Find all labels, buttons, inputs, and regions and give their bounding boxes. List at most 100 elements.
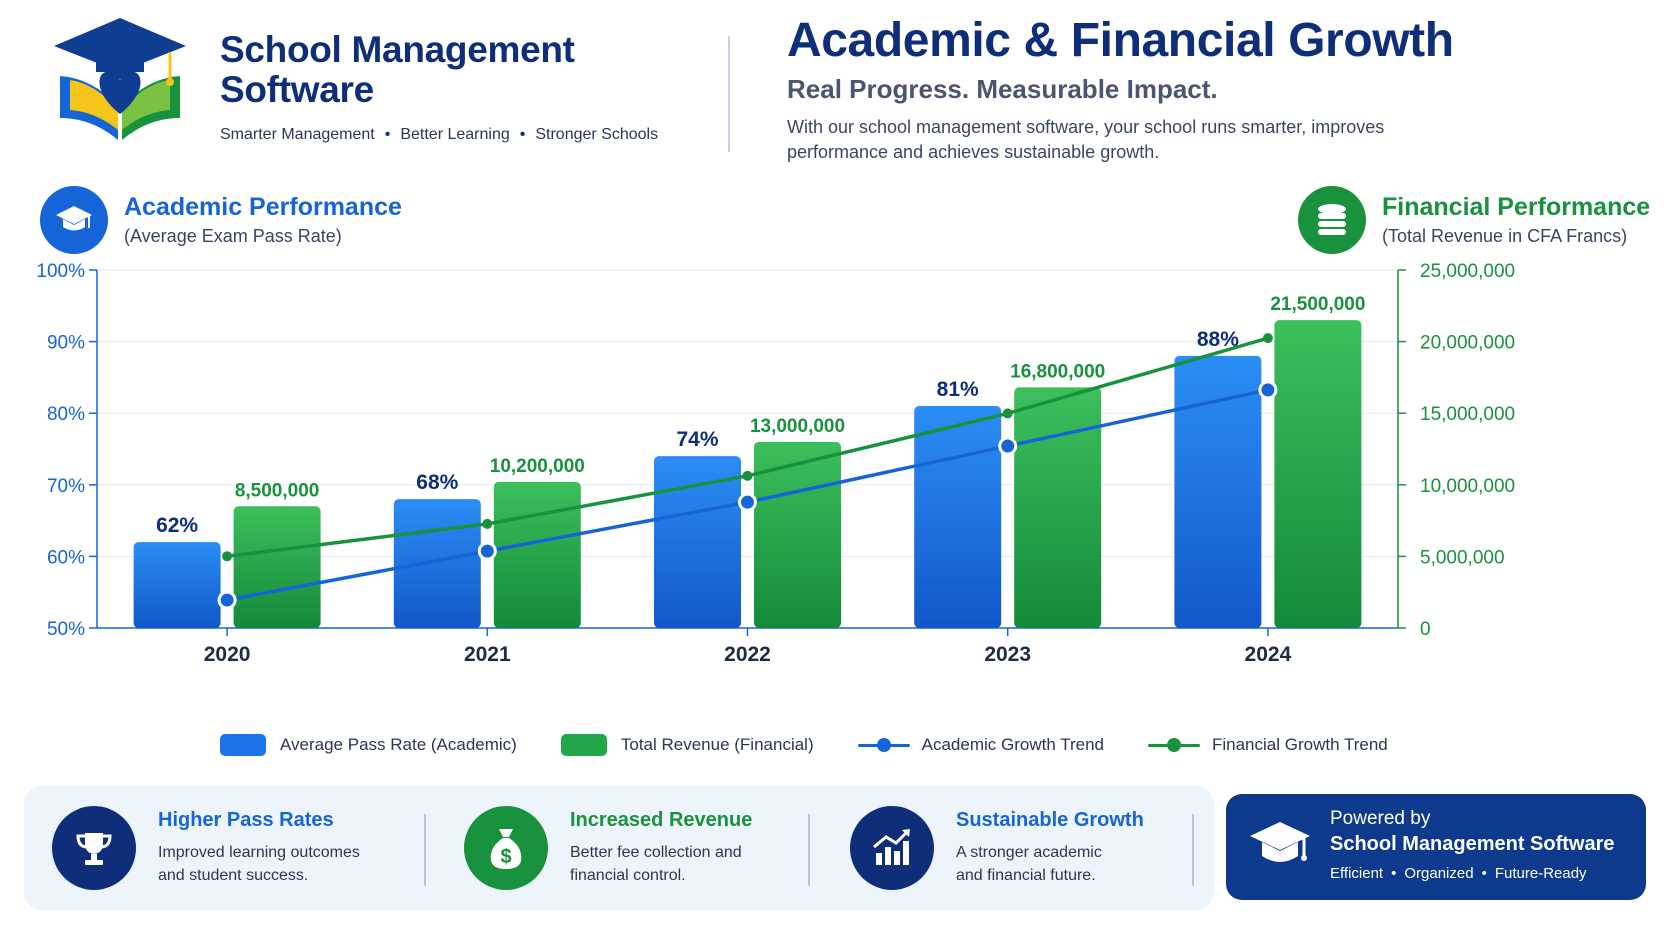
feature-description: Improved learning outcomes and student su… bbox=[158, 844, 360, 884]
data-label-pass-rate: 88% bbox=[1197, 328, 1239, 351]
left-axis-tick-label: 80% bbox=[47, 404, 85, 425]
separator-dot: • bbox=[1391, 865, 1397, 882]
chart-legend: Average Pass Rate (Academic) Total Reven… bbox=[220, 734, 1432, 756]
separator-dot: • bbox=[1481, 865, 1487, 882]
legend-swatch-green-line bbox=[1147, 738, 1200, 752]
data-label-revenue: 13,000,000 bbox=[750, 416, 845, 437]
legend-label: Average Pass Rate (Academic) bbox=[280, 735, 517, 754]
brand-logo bbox=[52, 18, 188, 146]
graduation-cap-icon bbox=[40, 186, 108, 254]
feature-title: Increased Revenue bbox=[570, 809, 753, 831]
x-axis-tick-label: 2024 bbox=[1245, 643, 1292, 666]
trophy-icon bbox=[52, 806, 136, 890]
brand-tag: Stronger Schools bbox=[535, 126, 659, 143]
bar-pass-rate bbox=[914, 406, 1002, 628]
brand-tag: Smarter Management bbox=[220, 126, 375, 143]
right-axis-tick-label: 25,000,000 bbox=[1420, 261, 1515, 282]
academic-trend-point bbox=[217, 590, 237, 610]
left-axis-tick-label: 70% bbox=[47, 476, 85, 497]
left-axis-tick-label: 50% bbox=[47, 619, 85, 640]
legend-item-pass-rate: Average Pass Rate (Academic) bbox=[220, 734, 517, 756]
data-label-pass-rate: 81% bbox=[937, 378, 979, 401]
academic-trend-point bbox=[738, 492, 757, 512]
data-label-revenue: 10,200,000 bbox=[490, 456, 585, 477]
x-axis-tick-label: 2020 bbox=[204, 643, 251, 666]
financial-trend-point bbox=[482, 518, 493, 529]
financial-trend-point bbox=[222, 551, 233, 562]
financial-trend-point bbox=[742, 470, 753, 481]
brand-tag: Better Learning bbox=[400, 126, 510, 143]
powered-tag: Efficient bbox=[1330, 865, 1384, 882]
feature-pass-rates: Higher Pass Rates Improved learning outc… bbox=[52, 806, 388, 890]
legend-swatch-blue bbox=[220, 734, 266, 756]
x-axis-tick-label: 2022 bbox=[724, 643, 771, 666]
data-label-pass-rate: 74% bbox=[676, 428, 718, 451]
bar-pass-rate bbox=[1174, 355, 1262, 628]
academic-section-title: Academic Performance bbox=[124, 193, 402, 221]
academic-section-subtitle: (Average Exam Pass Rate) bbox=[124, 226, 342, 246]
academic-trend-point bbox=[477, 541, 497, 561]
left-axis-tick-label: 100% bbox=[36, 261, 85, 282]
hero-description: With our school management software, you… bbox=[787, 117, 1385, 162]
growth-chart: 50% 60% 70% 80% 90% 100% 0 5,000,000 10,000,000 1… bbox=[36, 261, 1515, 666]
hero-block: Academic & Financial Growth Real Progres… bbox=[787, 14, 1647, 165]
academic-trend-point bbox=[998, 436, 1018, 456]
data-label-pass-rate: 68% bbox=[416, 471, 458, 494]
brand-title-line2: Software bbox=[220, 69, 374, 110]
bar-pass-rate bbox=[654, 456, 741, 628]
brand-title-line1: School Management bbox=[220, 29, 575, 70]
bar-revenue bbox=[1274, 320, 1362, 628]
bar-revenue bbox=[1014, 387, 1102, 628]
feature-divider bbox=[1192, 814, 1194, 886]
bar-pass-rate bbox=[393, 499, 481, 628]
growth-chart-icon bbox=[850, 806, 934, 890]
powered-tag: Organized bbox=[1404, 865, 1474, 882]
legend-label: Total Revenue (Financial) bbox=[620, 735, 814, 754]
financial-section-title: Financial Performance bbox=[1382, 193, 1651, 221]
data-label-revenue: 16,800,000 bbox=[1010, 361, 1105, 382]
legend-label: Financial Growth Trend bbox=[1211, 735, 1388, 754]
brand-tags: Smarter Management • Better Learning • S… bbox=[220, 126, 658, 144]
right-axis-tick-label: 5,000,000 bbox=[1420, 547, 1505, 568]
right-axis-tick-label: 10,000,000 bbox=[1420, 476, 1515, 497]
money-bag-icon: $ bbox=[464, 806, 548, 890]
bar-pass-rate bbox=[133, 542, 221, 628]
feature-divider bbox=[808, 814, 810, 886]
feature-title: Sustainable Growth bbox=[956, 809, 1144, 831]
data-label-revenue: 21,500,000 bbox=[1270, 294, 1365, 315]
powered-name: School Management Software bbox=[1330, 833, 1615, 855]
financial-section-subtitle: (Total Revenue in CFA Francs) bbox=[1382, 226, 1628, 246]
data-label-pass-rate: 62% bbox=[156, 514, 198, 537]
legend-item-financial-trend: Financial Growth Trend bbox=[1147, 735, 1388, 755]
feature-description: Better fee collection and financial contr… bbox=[570, 844, 742, 884]
graduation-cap-icon bbox=[1248, 820, 1312, 875]
hero-title: Academic & Financial Growth bbox=[787, 14, 1454, 67]
brand-block: School Management Software Smarter Manag… bbox=[220, 30, 658, 144]
legend-label: Academic Growth Trend bbox=[921, 735, 1104, 754]
financial-trend-point bbox=[1262, 333, 1273, 344]
powered-tag: Future-Ready bbox=[1494, 865, 1587, 882]
bar-revenue bbox=[493, 481, 581, 628]
right-axis-tick-label: 0 bbox=[1420, 619, 1431, 640]
left-axis-tick-label: 60% bbox=[47, 547, 85, 568]
financial-trend-line bbox=[226, 336, 1269, 559]
powered-tags: Efficient • Organized • Future-Ready bbox=[1330, 865, 1615, 882]
feature-divider bbox=[424, 814, 426, 886]
x-axis-tick-label: 2023 bbox=[984, 643, 1031, 666]
legend-swatch-blue-line bbox=[857, 738, 910, 752]
powered-by-card: Powered by School Management Software Ef… bbox=[1226, 794, 1646, 900]
feature-growth: Sustainable Growth A stronger academic an… bbox=[850, 806, 1186, 890]
separator-dot: • bbox=[519, 126, 526, 143]
financial-trend-point bbox=[1002, 408, 1013, 419]
bar-revenue bbox=[233, 506, 321, 628]
legend-swatch-green bbox=[560, 734, 607, 756]
academic-trend-point bbox=[1258, 380, 1278, 400]
hero-subtitle: Real Progress. Measurable Impact. bbox=[787, 74, 1218, 104]
header-divider bbox=[728, 36, 730, 152]
legend-item-revenue: Total Revenue (Financial) bbox=[560, 734, 814, 756]
feature-title: Higher Pass Rates bbox=[158, 809, 334, 831]
svg-text:$: $ bbox=[500, 846, 511, 868]
feature-description: A stronger academic and financial future. bbox=[956, 844, 1102, 884]
academic-section-heading: Academic Performance (Average Exam Pass … bbox=[40, 186, 402, 254]
right-axis-tick-label: 15,000,000 bbox=[1420, 404, 1515, 425]
